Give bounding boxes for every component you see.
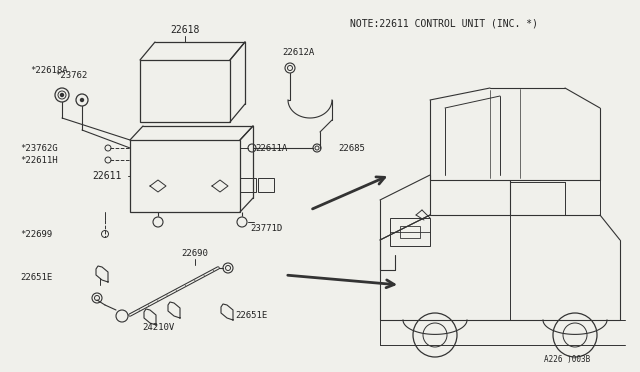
Bar	[240, 178, 256, 192]
Text: *22618A: *22618A	[30, 66, 68, 75]
Text: 22651E: 22651E	[20, 273, 52, 282]
Bar	[130, 140, 240, 212]
Text: 22618: 22618	[170, 25, 200, 35]
Text: 24210V: 24210V	[142, 324, 174, 333]
Circle shape	[81, 99, 83, 102]
Text: A226 )003B: A226 )003B	[544, 355, 590, 364]
Text: 22690: 22690	[182, 249, 209, 258]
Bar	[258, 178, 274, 192]
Text: *23762G: *23762G	[20, 144, 58, 153]
Text: *22699: *22699	[20, 230, 52, 238]
Text: 22685: 22685	[338, 144, 365, 153]
Text: NOTE:22611 CONTROL UNIT (INC. *): NOTE:22611 CONTROL UNIT (INC. *)	[350, 18, 538, 28]
Text: 22611A: 22611A	[255, 144, 287, 153]
Text: 22612A: 22612A	[282, 48, 314, 57]
Text: *22611H: *22611H	[20, 155, 58, 164]
Text: 22611: 22611	[92, 171, 122, 181]
Bar	[140, 60, 230, 122]
Text: 23771D: 23771D	[250, 224, 282, 232]
Text: 22651E: 22651E	[235, 311, 268, 320]
Bar	[400, 226, 420, 238]
Circle shape	[61, 93, 63, 96]
Bar	[390, 218, 430, 246]
Text: *23762: *23762	[55, 71, 87, 80]
